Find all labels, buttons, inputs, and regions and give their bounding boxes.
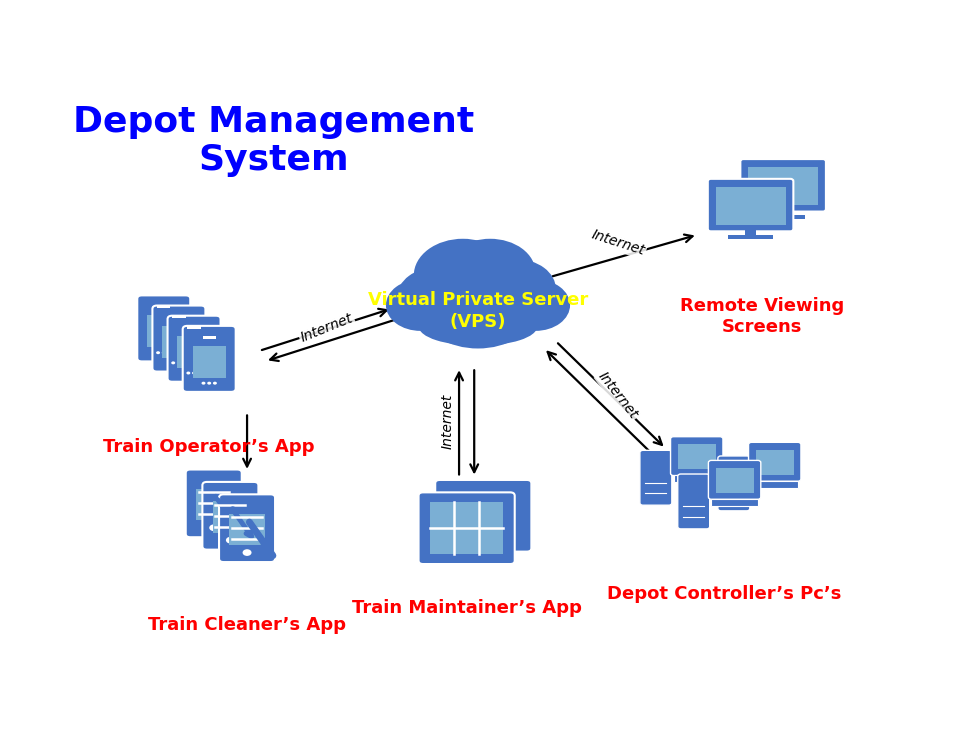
FancyBboxPatch shape <box>219 494 276 562</box>
Circle shape <box>226 537 234 543</box>
Text: Internet: Internet <box>441 394 454 449</box>
Circle shape <box>171 361 175 364</box>
Circle shape <box>445 239 535 306</box>
Circle shape <box>187 372 191 375</box>
Bar <box>430 502 503 554</box>
FancyBboxPatch shape <box>202 482 259 550</box>
Bar <box>748 167 818 205</box>
Text: Internet: Internet <box>589 228 647 259</box>
Ellipse shape <box>423 278 532 348</box>
FancyBboxPatch shape <box>418 493 515 564</box>
FancyBboxPatch shape <box>741 159 826 212</box>
FancyBboxPatch shape <box>168 316 221 382</box>
Circle shape <box>414 239 512 312</box>
Ellipse shape <box>419 308 537 346</box>
FancyBboxPatch shape <box>718 456 749 511</box>
Text: Train Cleaner’s App: Train Cleaner’s App <box>149 616 346 634</box>
Bar <box>673 475 720 482</box>
Bar <box>162 325 195 358</box>
Circle shape <box>213 382 217 385</box>
FancyBboxPatch shape <box>748 442 801 481</box>
Bar <box>715 468 753 493</box>
FancyBboxPatch shape <box>152 306 205 372</box>
Bar <box>202 336 216 339</box>
Circle shape <box>501 279 570 331</box>
FancyBboxPatch shape <box>708 460 761 499</box>
Text: Train Operator’s App: Train Operator’s App <box>104 438 315 456</box>
Bar <box>778 209 788 216</box>
Text: Depot Controller’s Pc’s: Depot Controller’s Pc’s <box>607 585 841 603</box>
Circle shape <box>209 524 218 531</box>
Text: Internet: Internet <box>596 369 641 421</box>
Bar <box>745 229 756 235</box>
FancyBboxPatch shape <box>435 480 531 552</box>
FancyBboxPatch shape <box>183 326 235 392</box>
Bar <box>192 346 226 377</box>
Circle shape <box>162 351 166 354</box>
Circle shape <box>156 351 160 354</box>
Bar <box>188 326 200 328</box>
FancyBboxPatch shape <box>186 470 241 537</box>
Text: Virtual Private Server
(VPS): Virtual Private Server (VPS) <box>368 291 588 331</box>
Bar <box>761 215 805 219</box>
Bar <box>678 444 716 469</box>
Bar <box>755 450 794 475</box>
Text: Internet: Internet <box>298 311 355 345</box>
FancyBboxPatch shape <box>707 179 793 232</box>
Circle shape <box>197 372 202 375</box>
Circle shape <box>192 372 196 375</box>
Bar <box>715 187 786 225</box>
FancyBboxPatch shape <box>640 450 672 505</box>
Text: Depot Management
System: Depot Management System <box>73 105 474 177</box>
Text: Train Maintainer’s App: Train Maintainer’s App <box>352 599 581 616</box>
Circle shape <box>476 259 556 319</box>
Circle shape <box>177 361 181 364</box>
Bar <box>711 498 758 506</box>
FancyBboxPatch shape <box>678 474 709 529</box>
Bar <box>213 501 248 533</box>
Circle shape <box>397 268 477 327</box>
Bar <box>196 489 232 520</box>
Circle shape <box>201 382 205 385</box>
Bar <box>751 481 798 488</box>
Bar <box>230 514 265 545</box>
FancyBboxPatch shape <box>137 295 191 361</box>
Bar <box>157 306 170 309</box>
Bar <box>178 336 211 368</box>
FancyBboxPatch shape <box>670 437 723 476</box>
Text: Remote Viewing
Screens: Remote Viewing Screens <box>680 297 844 336</box>
Circle shape <box>207 382 211 385</box>
Bar <box>728 235 773 239</box>
Bar <box>172 316 186 318</box>
Bar <box>148 315 181 347</box>
Circle shape <box>167 351 172 354</box>
Circle shape <box>183 361 187 364</box>
Circle shape <box>242 549 251 556</box>
Circle shape <box>386 279 455 331</box>
